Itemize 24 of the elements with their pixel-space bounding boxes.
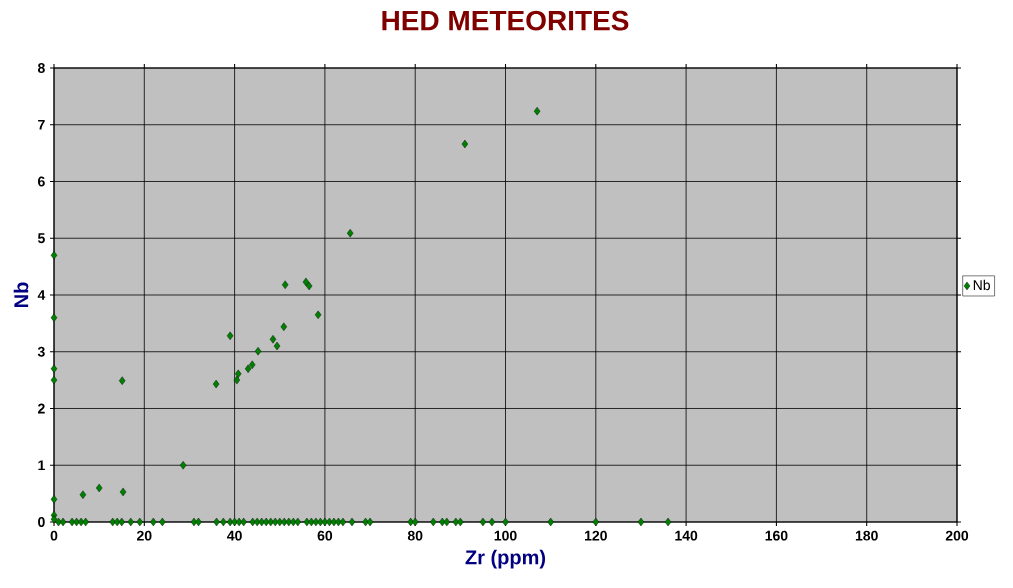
y-tick-label: 8 (37, 63, 45, 73)
y-axis-title: Nb (13, 282, 29, 307)
x-axis-title: Zr (ppm) (465, 549, 546, 569)
x-tick-label: 200 (945, 530, 969, 541)
x-tick-label: 140 (675, 530, 698, 541)
x-tick-label: 100 (494, 530, 517, 541)
x-tick-label: 20 (137, 530, 152, 541)
x-tick-label: 120 (585, 530, 607, 541)
x-tick-label: 180 (855, 530, 878, 541)
x-tick-label: 160 (765, 530, 788, 541)
x-tick-label: 0 (50, 530, 58, 541)
x-tick-label: 60 (317, 530, 333, 541)
y-tick-label: 4 (37, 290, 46, 300)
y-tick-label: 2 (37, 403, 45, 414)
x-tick-label: 80 (407, 530, 423, 541)
chart-title: HED METEORITES (382, 10, 629, 31)
x-tick-label: 40 (227, 530, 242, 541)
y-tick-label: 1 (38, 460, 45, 471)
legend-label: Nb (973, 279, 990, 291)
y-tick-label: 3 (37, 346, 45, 357)
y-tick-label: 0 (38, 517, 45, 527)
y-tick-label: 6 (38, 176, 45, 187)
y-tick-label: 7 (38, 119, 45, 130)
y-tick-label: 5 (37, 233, 45, 244)
